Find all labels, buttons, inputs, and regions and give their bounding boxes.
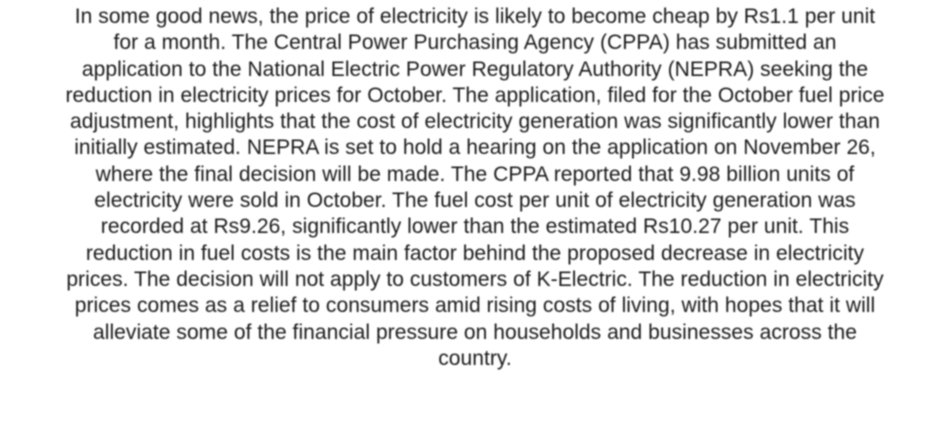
- article-line: electricity were sold in October. The fu…: [94, 189, 856, 213]
- article-line: country.: [438, 346, 512, 370]
- news-article-paragraph: In some good news, the price of electric…: [10, 4, 940, 372]
- article-line: prices comes as a relief to consumers am…: [74, 294, 876, 318]
- article-line: for a month. The Central Power Purchasin…: [113, 31, 837, 55]
- article-line: where the final decision will be made. T…: [95, 162, 855, 186]
- article-line: In some good news, the price of electric…: [74, 5, 876, 28]
- article-line: reduction in fuel costs is the main fact…: [85, 241, 865, 265]
- article-line: reduction in electricity prices for Octo…: [65, 83, 885, 107]
- article-line: alleviate some of the financial pressure…: [93, 320, 857, 344]
- article-line: application to the National Electric Pow…: [81, 57, 869, 81]
- article-line: recorded at Rs9.26, significantly lower …: [100, 215, 850, 239]
- article-line: adjustment, highlights that the cost of …: [70, 110, 880, 134]
- article-line: initially estimated. NEPRA is set to hol…: [74, 136, 876, 160]
- article-line: prices. The decision will not apply to c…: [66, 267, 884, 291]
